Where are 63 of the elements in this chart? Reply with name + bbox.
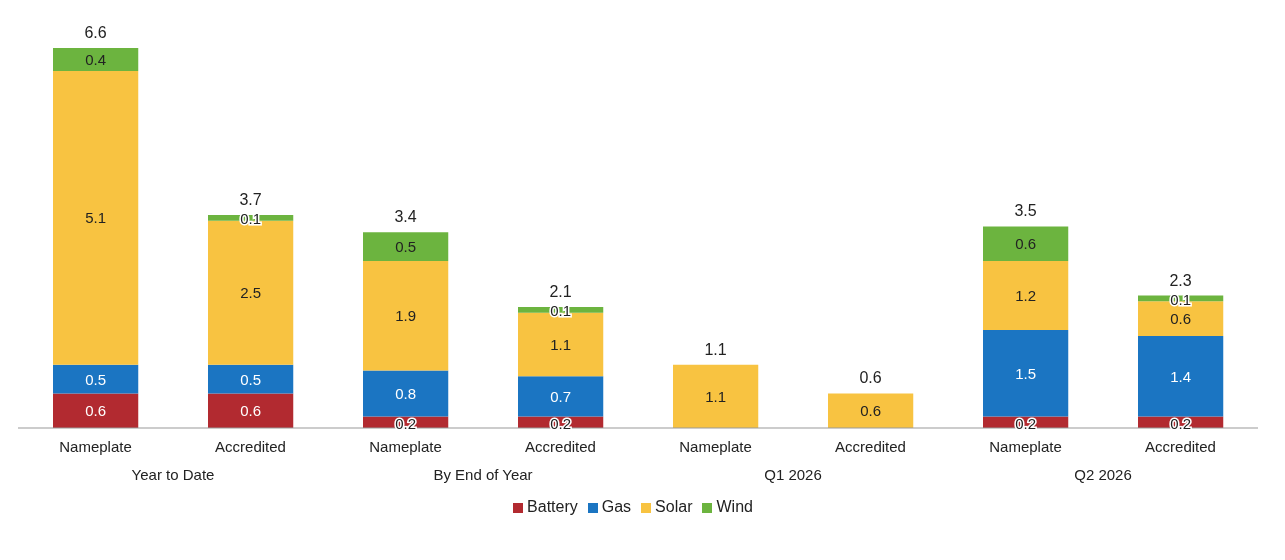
bar bbox=[208, 393, 294, 428]
legend-label: Solar bbox=[655, 498, 693, 515]
bar bbox=[363, 261, 449, 371]
x-tick-label: Nameplate bbox=[989, 438, 1062, 455]
legend-label: Wind bbox=[716, 498, 753, 515]
data-label: 0.2 bbox=[395, 414, 417, 432]
bar bbox=[828, 393, 914, 428]
total-label: 2.3 bbox=[1168, 271, 1193, 290]
bar bbox=[983, 261, 1069, 331]
bar bbox=[363, 370, 449, 417]
data-label: 0.5 bbox=[85, 370, 107, 388]
data-label: 0.6 bbox=[1170, 310, 1192, 328]
data-label: 1.5 bbox=[1015, 364, 1037, 382]
data-label: 0.5 bbox=[395, 238, 417, 256]
text: Q2 2026 bbox=[1074, 466, 1132, 483]
text: Q1 2026 bbox=[764, 466, 822, 483]
legend-label: Gas bbox=[601, 498, 632, 515]
data-label: 0.6 bbox=[860, 402, 882, 420]
x-tick-label: Accredited bbox=[215, 438, 286, 455]
x-tick-label: Accredited bbox=[1145, 438, 1216, 455]
data-label: 0.6 bbox=[1015, 235, 1037, 253]
data-label: 0.2 bbox=[550, 414, 572, 432]
bar bbox=[1138, 335, 1224, 417]
bar bbox=[53, 48, 139, 72]
data-label: 2.5 bbox=[240, 284, 262, 302]
x-tick-label: Nameplate bbox=[369, 438, 442, 455]
text: Year to Date bbox=[131, 466, 215, 483]
x-tick-label: Nameplate bbox=[59, 438, 132, 455]
bar bbox=[208, 364, 294, 394]
total-label: 2.1 bbox=[548, 283, 573, 302]
total-label: 3.5 bbox=[1013, 202, 1038, 221]
x-tick-label: Accredited bbox=[835, 438, 906, 455]
data-label: 0.6 bbox=[240, 402, 262, 420]
x-tick-label: Nameplate bbox=[679, 438, 752, 455]
data-label: 0.5 bbox=[240, 370, 262, 388]
bar bbox=[673, 364, 759, 428]
data-label: 0.6 bbox=[85, 402, 107, 420]
total-label: 3.4 bbox=[393, 208, 418, 227]
total-label: 0.6 bbox=[858, 369, 883, 388]
bar bbox=[53, 364, 139, 394]
legend-label: Battery bbox=[527, 498, 578, 515]
bar bbox=[983, 226, 1069, 262]
data-label: 1.2 bbox=[1015, 287, 1037, 305]
total-label: 3.7 bbox=[238, 190, 263, 209]
bar bbox=[518, 376, 604, 417]
data-label: 0.8 bbox=[395, 384, 417, 402]
text: By End of Year bbox=[433, 466, 533, 483]
data-label: 5.1 bbox=[85, 209, 107, 227]
data-label: 1.4 bbox=[1170, 367, 1192, 385]
total-label: 6.6 bbox=[83, 24, 108, 42]
data-label: 1.9 bbox=[395, 307, 417, 325]
x-tick-label: Accredited bbox=[525, 438, 596, 455]
bar bbox=[983, 330, 1069, 417]
data-label: 0.7 bbox=[550, 387, 572, 405]
bar bbox=[363, 232, 449, 262]
bar bbox=[53, 71, 139, 365]
bar bbox=[53, 393, 139, 428]
data-label: 0.2 bbox=[1015, 414, 1037, 432]
data-label: 0.4 bbox=[85, 51, 107, 69]
data-label: 1.1 bbox=[705, 387, 727, 405]
total-label: 1.1 bbox=[703, 340, 728, 359]
data-label: 1.1 bbox=[550, 336, 572, 354]
data-label: 0.2 bbox=[1170, 414, 1192, 432]
